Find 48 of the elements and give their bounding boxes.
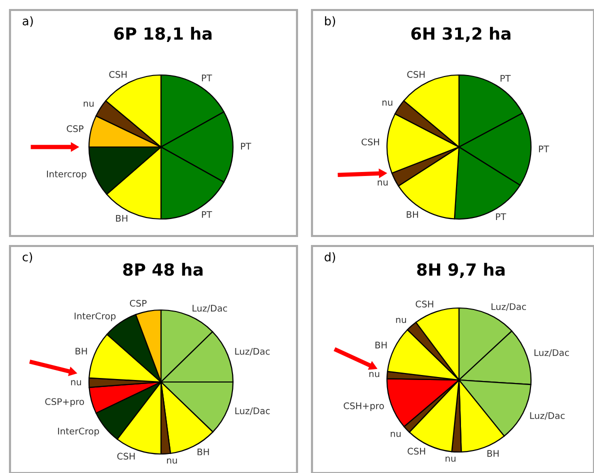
slice-label: BH: [198, 448, 209, 456]
slice-label: nu: [378, 180, 388, 186]
chart-title: 6P 18,1 ha: [114, 26, 212, 42]
slice-label: nu: [396, 318, 406, 324]
slice-label: BH: [116, 214, 128, 222]
slice-label: PT: [241, 142, 252, 150]
text: c): [22, 252, 32, 263]
slice-label: CSH: [109, 71, 127, 78]
slice-label: nu: [167, 458, 177, 464]
slice-label: InterCrop: [58, 428, 100, 436]
slice-label: Luz/Dac: [534, 349, 569, 357]
slice-label: CSH: [408, 448, 426, 455]
slice-label: Luz/Dac: [530, 412, 565, 420]
slice-label: CSH: [362, 138, 380, 146]
slice-label: PT: [202, 74, 212, 82]
slice-label: CSH+pro: [344, 402, 384, 411]
slice-label: CSP: [66, 125, 84, 132]
slice-label: BH: [375, 342, 387, 348]
chart-title: 6H 31,2 ha: [411, 26, 510, 42]
slice-label: PT: [539, 146, 550, 152]
slice-label: Luz/Dac: [192, 304, 228, 312]
text: a): [22, 16, 33, 27]
slice-label: PT: [500, 74, 511, 82]
slice-label: CSH: [117, 452, 135, 460]
slice-label: CSH: [416, 300, 434, 308]
chart-title: 8P 48 ha: [123, 262, 203, 276]
slice-label: CSP+pro: [45, 398, 84, 407]
text: d): [324, 252, 336, 263]
slice-label: BH: [487, 450, 499, 457]
slice-label: nu: [84, 102, 94, 107]
slice-label: nu: [369, 372, 380, 378]
slice-label: nu: [446, 456, 456, 462]
slice-label: nu: [390, 432, 401, 438]
slice-label: Luz/Dac: [235, 348, 270, 356]
slice-label: nu: [71, 380, 81, 386]
slice-label: Luz/Dac: [492, 303, 526, 311]
chart-title: 8H 9,7 ha: [417, 262, 505, 278]
slice-label: Luz/Dac: [235, 408, 270, 415]
slice-label: nu: [382, 100, 392, 106]
slice-label: BH: [76, 348, 87, 354]
text: b): [325, 16, 336, 27]
slice-label: InterCrop: [74, 312, 116, 322]
slice-label: BH: [406, 211, 418, 218]
slice-label: PT: [202, 211, 212, 218]
slice-label: CSP: [130, 300, 147, 307]
slice-label: PT: [496, 213, 506, 220]
slice-label: Intercrop: [46, 170, 86, 180]
slice-label: CSH: [407, 71, 425, 78]
